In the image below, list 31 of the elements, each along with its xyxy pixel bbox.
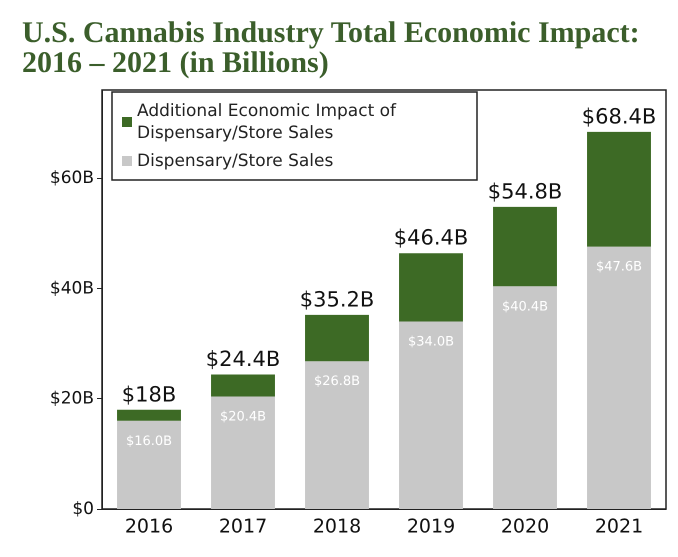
bar bbox=[117, 420, 181, 509]
y-tick-label: $20B bbox=[50, 388, 94, 409]
x-tick-label: 2016 bbox=[124, 516, 174, 538]
x-tick-label: 2021 bbox=[594, 516, 644, 538]
bar bbox=[117, 410, 181, 421]
legend-label: Dispensary/Store Sales bbox=[137, 151, 334, 171]
total-label: $18B bbox=[122, 382, 176, 406]
bar bbox=[493, 206, 557, 286]
bar bbox=[587, 246, 651, 509]
total-label: $35.2B bbox=[300, 287, 374, 312]
bar bbox=[493, 286, 557, 509]
y-tick-label: $0 bbox=[72, 499, 94, 519]
x-tick-label: 2020 bbox=[500, 516, 550, 538]
y-tick-label: $60B bbox=[50, 168, 94, 188]
x-tick-label: 2019 bbox=[406, 516, 456, 538]
bar bbox=[399, 253, 463, 322]
total-label: $46.4B bbox=[394, 226, 468, 250]
bar bbox=[399, 322, 463, 509]
legend-label: Additional Economic Impact of Dispensary/Store Sales bbox=[137, 101, 402, 143]
total-label: $68.4B bbox=[582, 104, 656, 128]
y-tick-label: $40B bbox=[50, 278, 94, 298]
x-tick-label: 2018 bbox=[312, 516, 362, 538]
bar bbox=[211, 374, 275, 397]
total-label: $24.4B bbox=[206, 346, 280, 371]
total-label: $54.8B bbox=[488, 179, 562, 204]
bar bbox=[587, 132, 651, 247]
x-tick-label: 2017 bbox=[218, 516, 268, 538]
bar bbox=[305, 314, 369, 362]
chart-title: U.S. Cannabis Industry Total Economic Impact: 2016 – 2021 (in Billions) bbox=[22, 16, 641, 79]
bar bbox=[211, 396, 275, 509]
bar bbox=[305, 361, 369, 509]
